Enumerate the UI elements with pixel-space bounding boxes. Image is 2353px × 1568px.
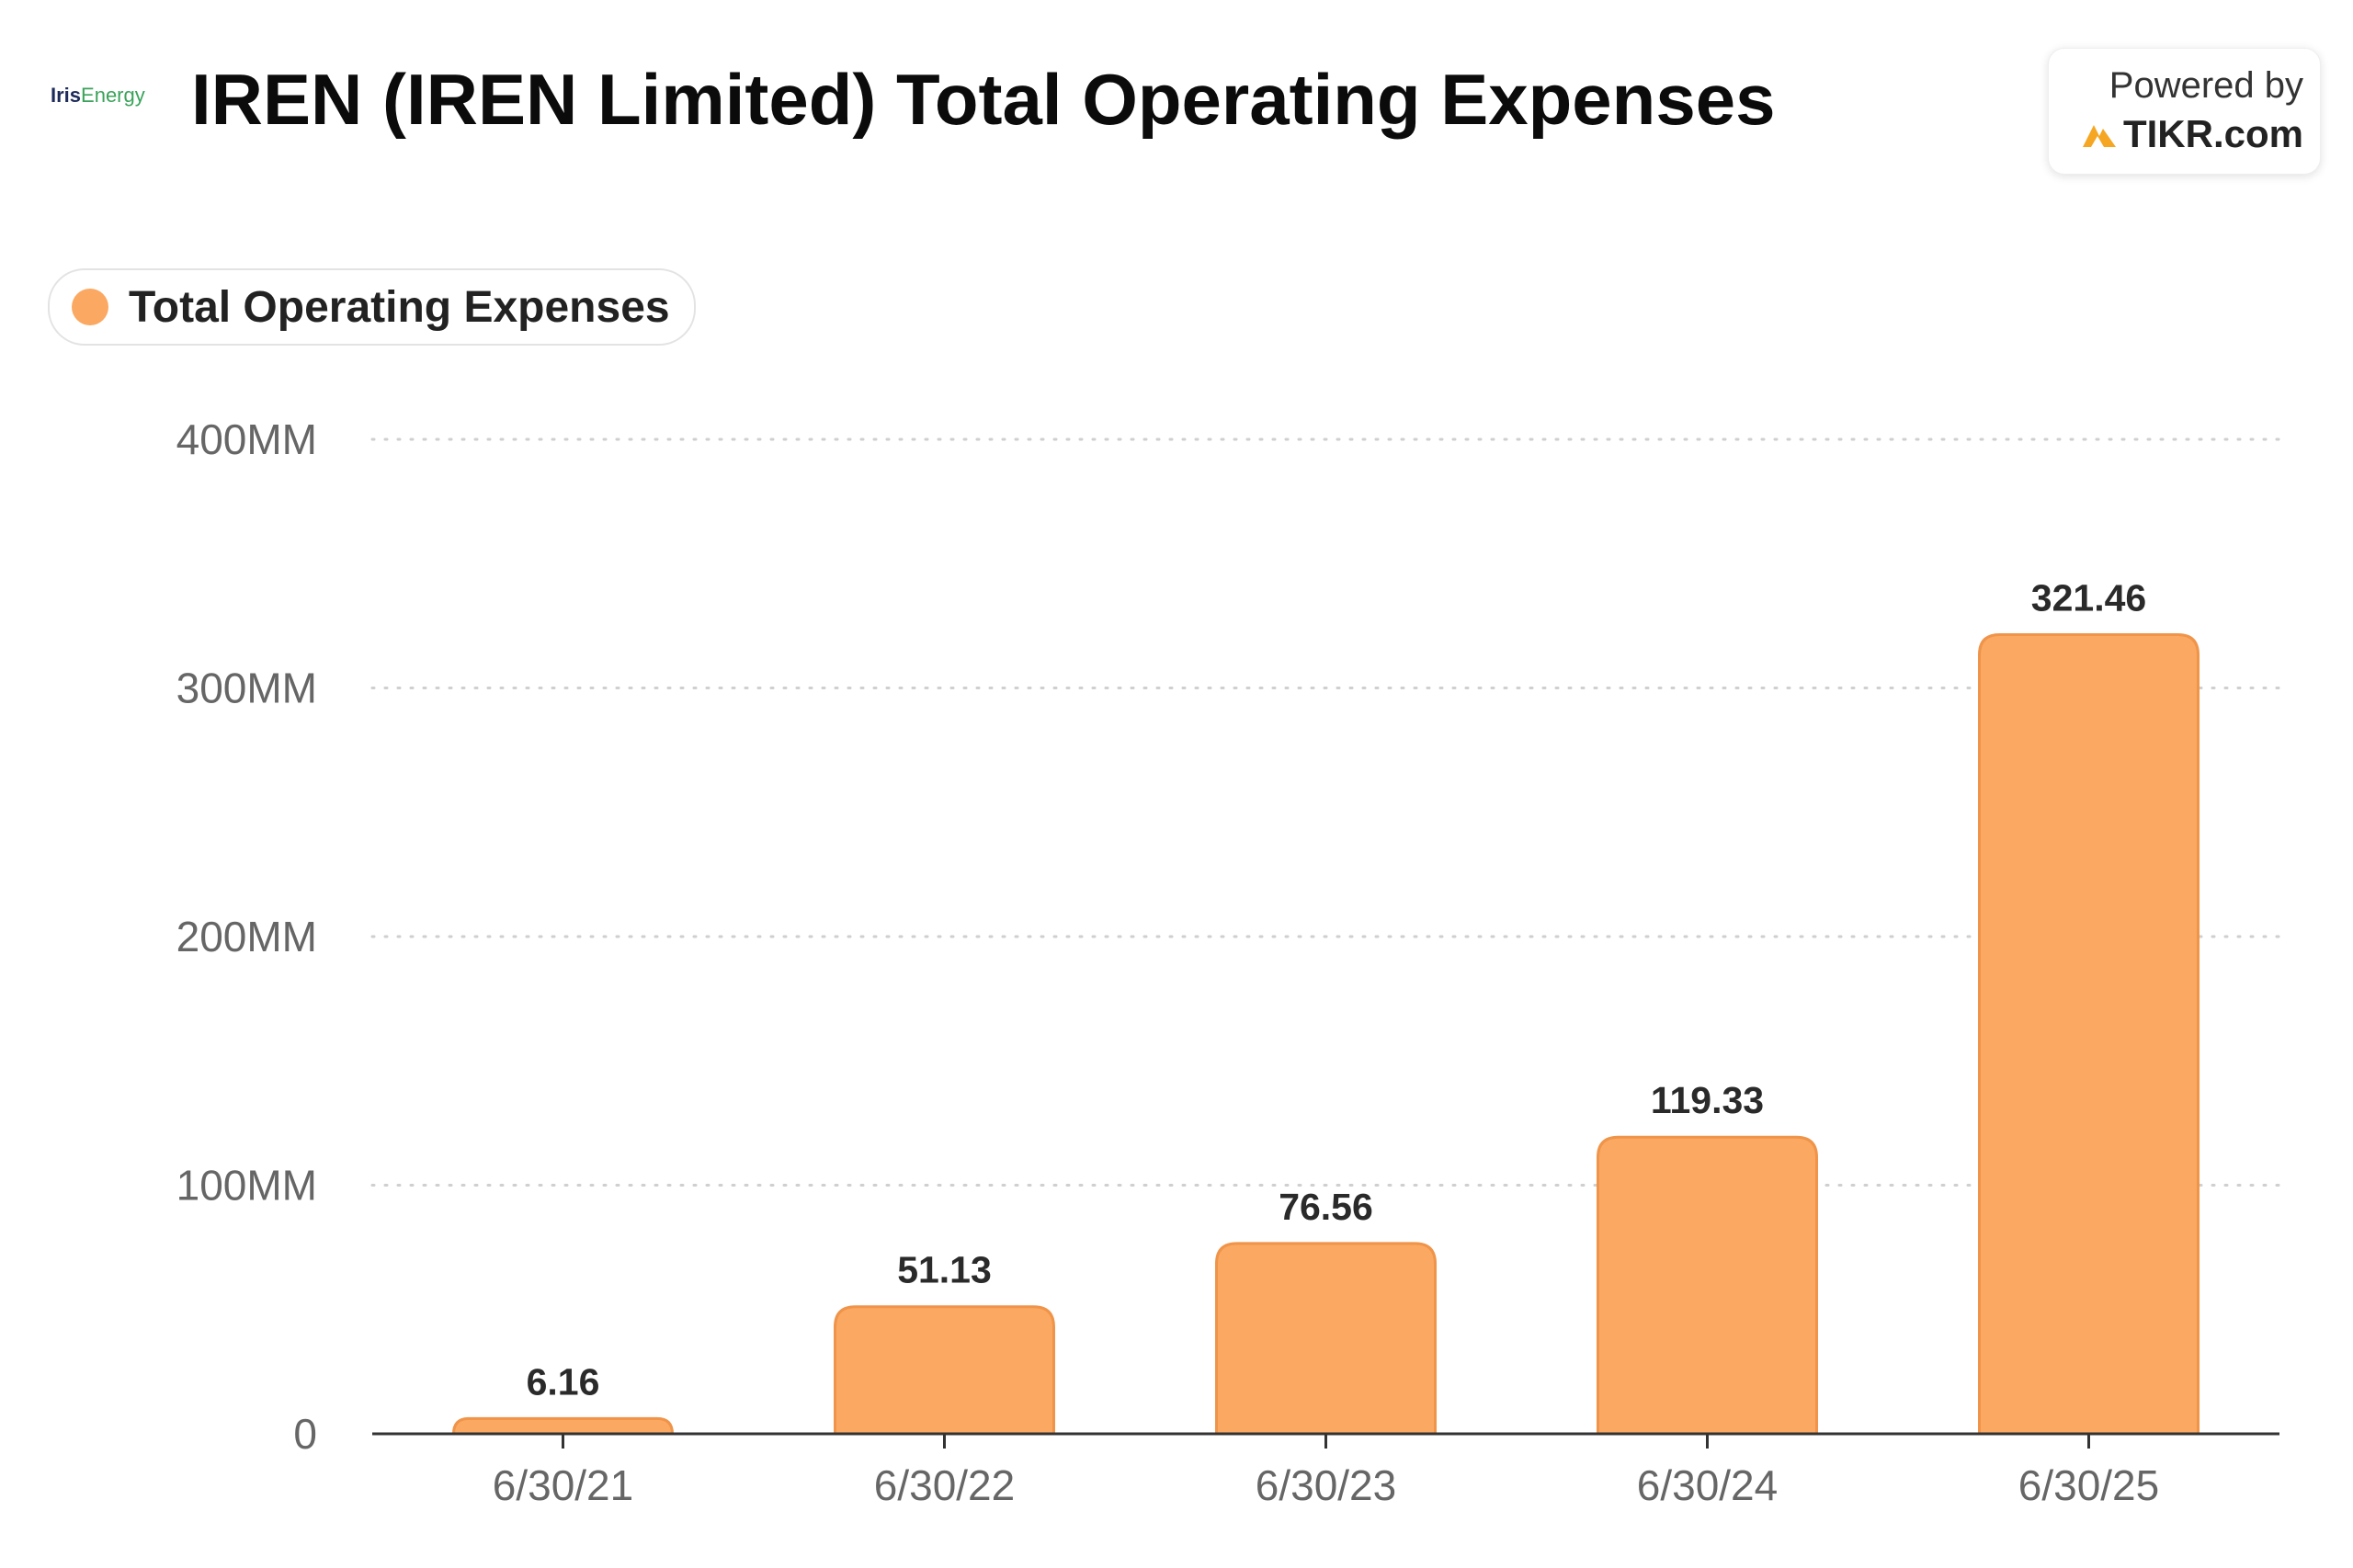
bar[interactable]	[834, 1305, 1055, 1436]
bars	[451, 632, 2200, 1436]
y-tick-label: 300MM	[176, 665, 317, 712]
x-tick-label: 6/30/23	[1256, 1461, 1396, 1509]
legend-swatch	[72, 289, 108, 325]
y-tick-label: 200MM	[176, 913, 317, 960]
powered-by-text: Powered by	[2109, 65, 2303, 106]
logo-text-iris: Iris	[51, 84, 82, 107]
data-label: 76.56	[1279, 1186, 1373, 1228]
data-label: 6.16	[527, 1360, 600, 1403]
data-label: 119.33	[1651, 1079, 1764, 1121]
company-logo: IrisEnergy	[51, 85, 145, 107]
tikr-brand: TIKR.com	[2081, 111, 2303, 157]
data-label: 321.46	[2031, 576, 2146, 619]
y-tick-label: 0	[293, 1410, 317, 1458]
x-tick-label: 6/30/22	[874, 1461, 1015, 1509]
x-tick-label: 6/30/21	[493, 1461, 633, 1509]
chart-title: IREN (IREN Limited) Total Operating Expe…	[191, 59, 1776, 140]
data-label: 51.13	[897, 1249, 992, 1291]
bar[interactable]	[1215, 1242, 1437, 1436]
y-tick-label: 100MM	[176, 1162, 317, 1210]
value-labels: 6.16 51.13 76.56 119.33 321.46	[527, 576, 2147, 1403]
bar[interactable]	[1978, 632, 2200, 1436]
tikr-logo-icon	[2082, 125, 2116, 147]
bar[interactable]	[451, 1416, 675, 1436]
powered-by-badge[interactable]: Powered by TIKR.com	[2048, 48, 2321, 175]
bar[interactable]	[1597, 1135, 1818, 1436]
y-tick-label: 400MM	[176, 415, 317, 463]
x-tick-label: 6/30/25	[2018, 1461, 2159, 1509]
legend-item-total-operating-expenses[interactable]: Total Operating Expenses	[48, 268, 696, 346]
x-tick-label: 6/30/24	[1637, 1461, 1778, 1509]
legend-label: Total Operating Expenses	[129, 282, 670, 332]
tikr-brand-label: TIKR.com	[2122, 112, 2303, 155]
logo-text-energy: Energy	[81, 84, 145, 107]
grid-lines: 0 100MM 200MM 300MM 400MM	[176, 415, 2281, 1458]
x-axis: 6/30/21 6/30/22 6/30/23 6/30/24 6/30/25	[372, 1432, 2279, 1509]
